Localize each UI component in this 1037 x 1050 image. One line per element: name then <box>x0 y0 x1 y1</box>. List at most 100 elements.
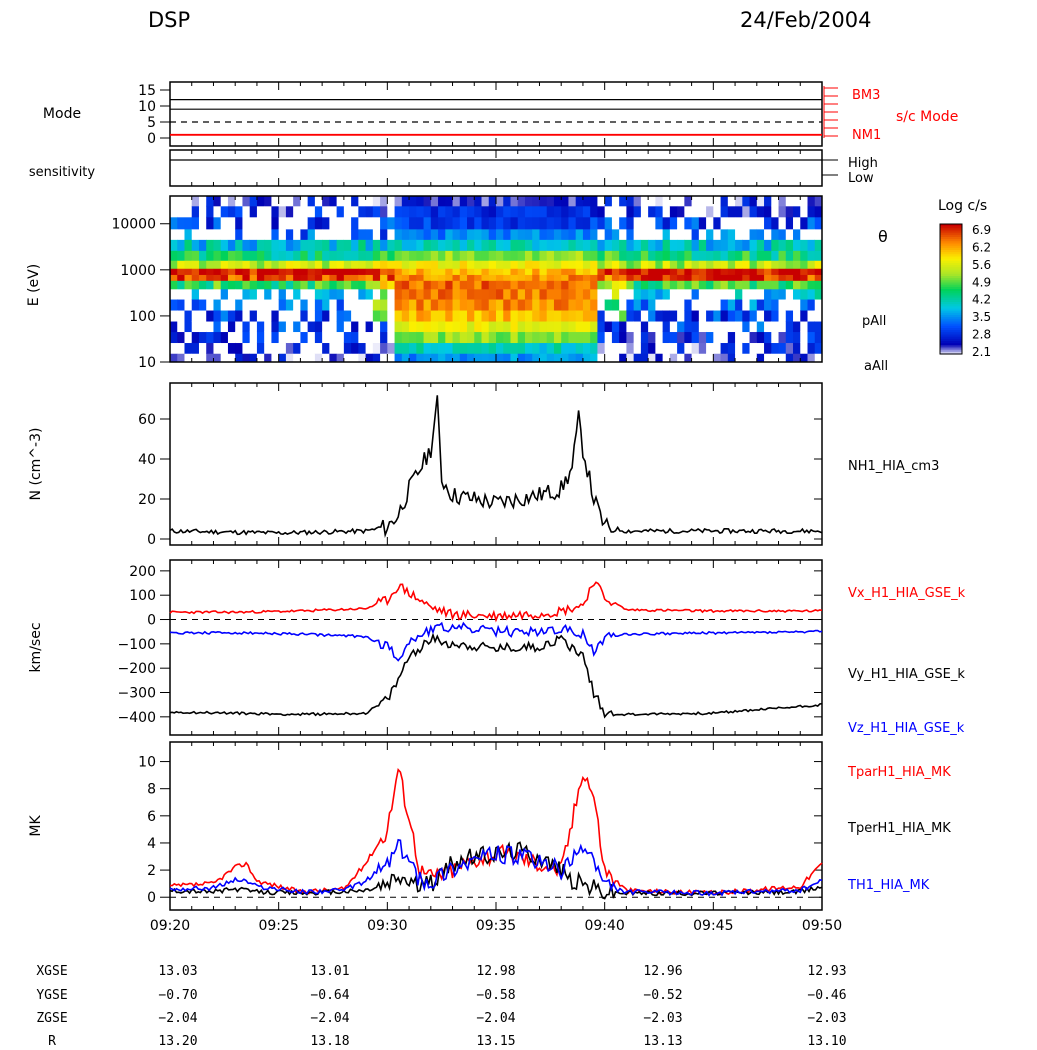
spectrogram-cell <box>300 342 309 354</box>
spectrogram-cell <box>611 268 620 275</box>
spectrogram-cell <box>488 299 497 311</box>
spectrogram-cell <box>430 216 439 230</box>
spectrogram-cell <box>597 239 606 251</box>
spectrogram-cell <box>793 250 801 261</box>
spectrogram-cell <box>640 205 649 218</box>
spectrogram-cell <box>662 250 671 261</box>
spectrogram-cell <box>474 299 483 311</box>
spectrogram-cell <box>220 353 229 363</box>
spectrogram-cell <box>227 239 236 251</box>
spectrogram-cell <box>409 250 417 261</box>
spectrogram-cell <box>445 342 454 354</box>
spectrogram-cell <box>814 268 823 275</box>
spectrogram-cell <box>416 321 425 333</box>
spectrogram-cell <box>727 321 736 333</box>
spectrogram-cell <box>488 288 497 300</box>
spectrogram-cell <box>633 331 642 344</box>
spectrogram-cell <box>235 250 243 261</box>
spectrogram-cell <box>778 280 787 290</box>
spectrogram-cell <box>785 331 794 344</box>
colorbar-segment <box>940 234 962 238</box>
spectrogram-cell <box>575 353 584 363</box>
spectrogram-cell <box>177 342 185 354</box>
spectrogram-cell <box>336 331 345 344</box>
spectrogram-cell <box>727 196 736 207</box>
spectrogram-cell <box>793 205 801 218</box>
spectrogram-cell <box>778 250 787 261</box>
spectrogram-cell <box>814 196 823 207</box>
spectrogram-cell <box>322 250 330 261</box>
spectrogram-cell <box>227 268 236 275</box>
spectrogram-cell <box>170 288 178 300</box>
spectrogram-cell <box>684 216 693 230</box>
spectrogram-cell <box>235 321 243 333</box>
spectrogram-cell <box>191 288 200 300</box>
spectrogram-cell <box>524 353 533 363</box>
colorbar-segment <box>940 230 962 234</box>
spectrogram-cell <box>438 205 446 218</box>
spectrogram-cell <box>720 216 729 230</box>
spectrogram-cell <box>720 310 729 322</box>
spectrogram-cell <box>793 288 801 300</box>
spectrogram-cell <box>467 250 475 261</box>
spectrogram-cell <box>314 280 323 290</box>
spectrogram-cell <box>401 205 410 218</box>
spectrogram-cell <box>351 268 359 275</box>
spectrogram-cell <box>177 260 185 269</box>
spectrogram-cell <box>452 216 461 230</box>
spectrogram-cell <box>561 216 569 230</box>
mode-label-nm1: NM1 <box>852 128 881 143</box>
spectrogram-cell <box>438 260 446 269</box>
spectrogram-cell <box>170 205 178 218</box>
spectrogram-cell <box>756 216 765 230</box>
spectrogram-cell <box>372 268 381 275</box>
spectrogram-cell <box>170 196 178 207</box>
spectrogram-cell <box>394 228 403 240</box>
spectrogram-cell <box>300 331 309 344</box>
spectrogram-cell <box>756 205 765 218</box>
spectrogram-cell <box>778 239 787 251</box>
spectrogram-cell <box>611 342 620 354</box>
spectrogram-cell <box>604 331 613 344</box>
spectrogram-cell <box>764 321 772 333</box>
spectrogram-cell <box>553 331 562 344</box>
spectrogram-cell <box>648 274 656 281</box>
spectrogram-cell <box>800 331 809 344</box>
spectrogram-cell <box>662 299 671 311</box>
spectrogram-cell <box>553 205 562 218</box>
spectrogram-cell <box>727 250 736 261</box>
spectrogram-cell <box>496 268 504 275</box>
time-tick-label: 09:40 <box>584 918 624 934</box>
spectrogram-cell <box>590 250 598 261</box>
spectrogram-cell <box>546 288 555 300</box>
spectrogram-cell <box>351 310 359 322</box>
spectrogram-cell <box>517 274 526 281</box>
spectrogram-cell <box>365 280 374 290</box>
spectrogram-cell <box>662 228 671 240</box>
spectrogram-cell <box>590 342 598 354</box>
spectrogram-cell <box>452 299 461 311</box>
spectrogram-cell <box>474 288 483 300</box>
spectrogram-cell <box>604 205 613 218</box>
spectrogram-cell <box>648 260 656 269</box>
spectrogram-cell <box>416 288 425 300</box>
spectrogram-cell <box>206 196 214 207</box>
colorbar-segment <box>940 228 962 232</box>
spectrogram-cell <box>365 216 374 230</box>
spectrogram-cell <box>611 250 620 261</box>
spectrogram-cell <box>640 321 649 333</box>
spectrogram-cell <box>698 216 707 230</box>
spectrogram-cell <box>626 239 635 251</box>
spectrogram-cell <box>691 196 700 207</box>
spectrogram-cell <box>206 274 214 281</box>
spectrogram-cell <box>459 196 468 207</box>
spectrogram-cell <box>648 342 656 354</box>
spectrogram-cell <box>271 228 280 240</box>
spectrogram-cell <box>372 250 381 261</box>
spectrogram-cell <box>438 342 446 354</box>
spectrogram-cell <box>278 274 287 281</box>
spectrogram-cell <box>611 353 620 363</box>
spectrogram-cell <box>539 310 548 322</box>
spectrogram-cell <box>278 280 287 290</box>
spectrogram-cell <box>503 331 511 344</box>
